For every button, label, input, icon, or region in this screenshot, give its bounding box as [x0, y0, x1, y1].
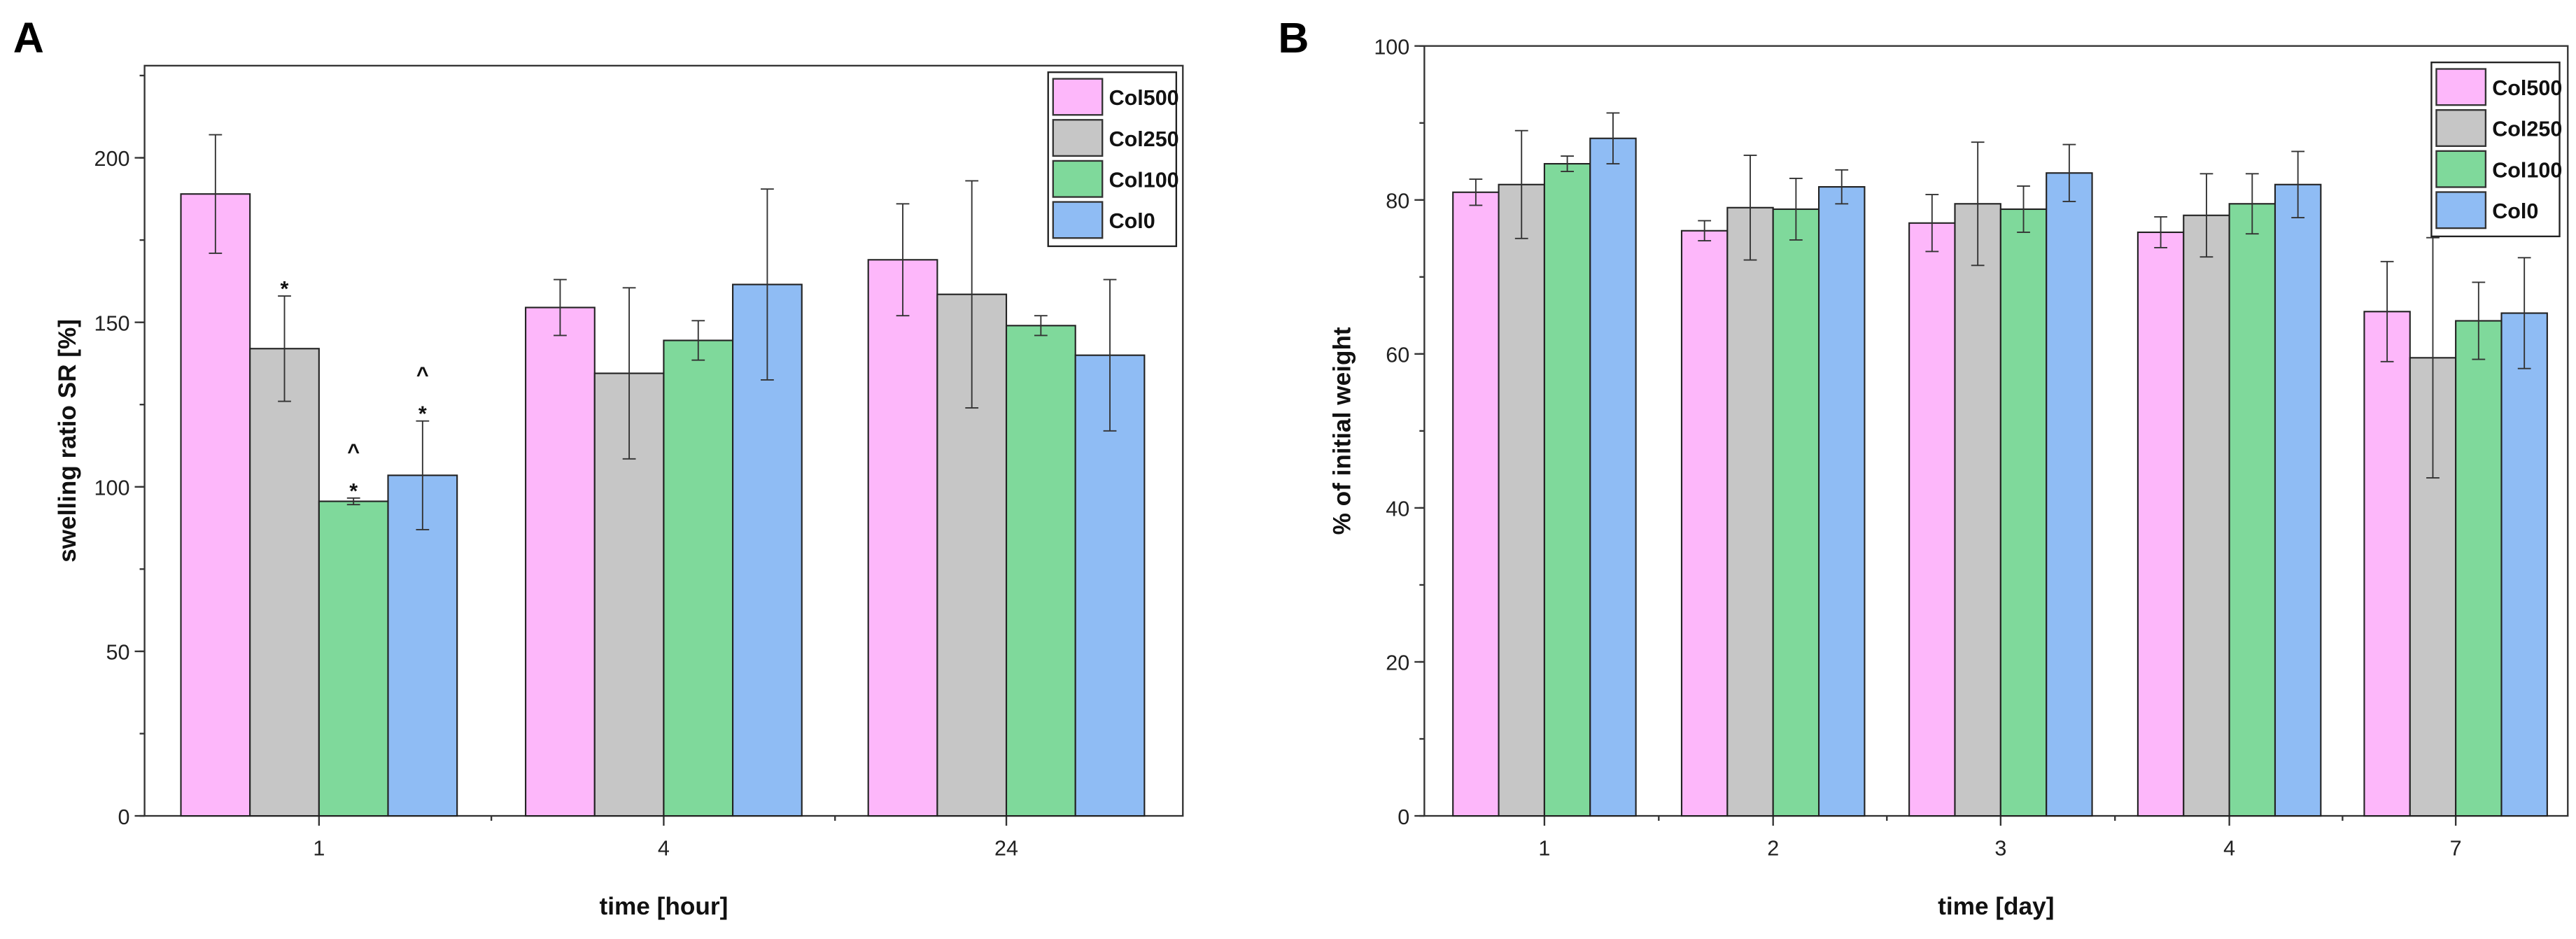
legend-label-col0: Col0 [1109, 209, 1155, 233]
significance-caret: ^ [347, 439, 360, 463]
legend: Col500 Col250 Col100 Col0 [2430, 61, 2562, 238]
bar-col100-1 [1543, 162, 1591, 817]
bar-col500-2 [1680, 230, 1729, 817]
y-tick-label: 40 [1386, 497, 1409, 521]
bar-col500-1 [1452, 191, 1500, 817]
panel-label: B [1278, 14, 1309, 62]
bar-col100-2 [1772, 208, 1820, 817]
bar-col0-7 [2500, 312, 2548, 817]
legend-swatch-col500 [2435, 68, 2487, 106]
bar-col500-4 [2137, 231, 2185, 817]
y-tick-label: 20 [1386, 651, 1409, 675]
x-tick-label: 7 [2450, 836, 2462, 860]
y-axis-label: swelling ratio SR [%] [54, 319, 81, 563]
bar-col500-1 [180, 193, 251, 817]
bar-col500-3 [1908, 222, 1956, 817]
y-tick-label: 0 [1398, 805, 1409, 829]
legend-label-col500: Col500 [2492, 76, 2562, 100]
bar-col100-3 [1999, 208, 2048, 817]
x-axis-label: time [day] [1938, 893, 2054, 920]
bar-col500-24 [867, 259, 938, 817]
bar-col500-4 [525, 306, 596, 817]
bar-col250-2 [1726, 206, 1774, 817]
y-tick-label: 60 [1386, 344, 1409, 367]
y-tick-label: 50 [106, 641, 130, 665]
chart-panel-b: B 0 20 40 60 80 100 % of initial weight time [da… [1278, 14, 2569, 920]
y-tick-label: 80 [1386, 190, 1409, 213]
legend-swatch-col100 [2435, 150, 2487, 188]
bar-col100-1 [318, 500, 389, 817]
significance-asterisk: * [418, 402, 427, 426]
legend-label-col500: Col500 [1109, 86, 1179, 110]
bar-col250-3 [1954, 203, 2001, 817]
legend-label-col250: Col250 [1109, 127, 1179, 151]
panel-label: A [13, 14, 44, 62]
x-tick-label: 4 [2223, 836, 2235, 860]
bar-col250-1 [249, 348, 320, 817]
y-tick-label: 150 [94, 311, 130, 335]
legend-swatch-col250 [1052, 119, 1104, 157]
bar-col100-4 [2228, 203, 2276, 817]
bar-col500-7 [2363, 311, 2411, 817]
y-tick-label: 100 [1374, 35, 1409, 59]
x-tick-label: 4 [658, 836, 670, 860]
bar-col100-24 [1005, 325, 1076, 817]
bar-col0-4 [2274, 183, 2322, 817]
bar-col0-1 [1589, 137, 1637, 817]
legend-swatch-col250 [2435, 109, 2487, 147]
x-tick-label: 24 [994, 836, 1018, 860]
bar-col0-24 [1074, 354, 1146, 817]
legend-swatch-col0 [1052, 201, 1104, 239]
legend-swatch-col100 [1052, 160, 1104, 198]
y-tick-label: 0 [118, 805, 129, 829]
y-axis-label: % of initial weight [1329, 327, 1356, 535]
y-tick-label: 200 [94, 147, 130, 171]
bar-col0-1 [387, 474, 458, 817]
y-tick-label: 100 [94, 476, 130, 500]
significance-asterisk: * [281, 277, 289, 301]
legend: Col500 Col250 Col100 Col0 [1047, 71, 1179, 248]
x-tick-label: 2 [1767, 836, 1779, 860]
legend-swatch-col0 [2435, 191, 2487, 230]
bar-col100-4 [663, 339, 734, 817]
bar-col100-7 [2455, 320, 2503, 817]
legend-label-col0: Col0 [2492, 199, 2538, 223]
x-tick-label: 3 [1994, 836, 2006, 860]
significance-caret: ^ [416, 362, 429, 386]
x-tick-label: 1 [313, 836, 325, 860]
bar-col250-7 [2409, 357, 2457, 817]
bar-col0-3 [2046, 172, 2093, 817]
bar-col0-2 [1817, 185, 1866, 817]
significance-asterisk: * [349, 479, 358, 503]
legend-label-col100: Col100 [1109, 168, 1179, 192]
legend-label-col100: Col100 [2492, 158, 2562, 182]
x-axis-label: time [hour] [600, 893, 729, 920]
legend-swatch-col500 [1052, 78, 1104, 116]
bar-col250-4 [2183, 214, 2230, 817]
chart-panel-a: A 0 50 100 150 200 swelling ratio SR [%] time [… [13, 14, 1184, 920]
legend-label-col250: Col250 [2492, 118, 2562, 141]
bar-col250-1 [1498, 183, 1545, 817]
x-tick-label: 1 [1538, 836, 1550, 860]
